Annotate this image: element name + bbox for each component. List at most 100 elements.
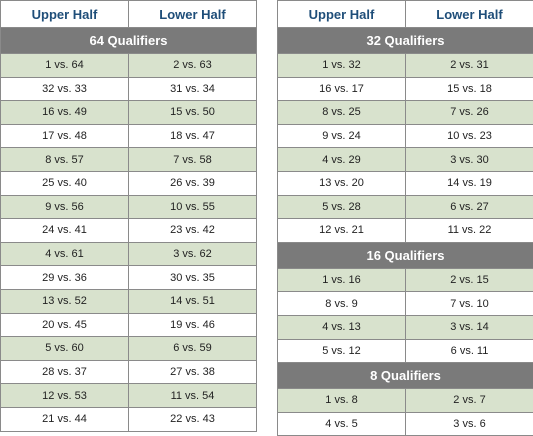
upper-half-header: Upper Half	[1, 1, 129, 28]
upper-half-matchup: 13 vs. 52	[1, 289, 129, 313]
upper-half-matchup: 9 vs. 56	[1, 195, 129, 219]
lower-half-matchup: 11 vs. 54	[129, 384, 257, 408]
lower-half-matchup: 26 vs. 39	[129, 171, 257, 195]
upper-half-matchup: 24 vs. 41	[1, 219, 129, 243]
section-header-row: 8 Qualifiers	[278, 363, 533, 389]
upper-half-matchup: 29 vs. 36	[1, 266, 129, 290]
lower-half-matchup: 14 vs. 51	[129, 289, 257, 313]
upper-half-matchup: 5 vs. 12	[278, 339, 406, 363]
lower-half-matchup: 31 vs. 34	[129, 77, 257, 101]
upper-half-matchup: 8 vs. 57	[1, 148, 129, 172]
upper-half-matchup: 4 vs. 29	[278, 148, 406, 172]
lower-half-matchup: 15 vs. 50	[129, 101, 257, 125]
upper-half-matchup: 32 vs. 33	[1, 77, 129, 101]
lower-half-header: Lower Half	[129, 1, 257, 28]
upper-half-matchup: 1 vs. 8	[278, 389, 406, 413]
upper-half-matchup: 5 vs. 28	[278, 195, 406, 219]
section-header-row: 16 Qualifiers	[278, 242, 533, 268]
section-title: 32 Qualifiers	[278, 28, 533, 54]
upper-half-matchup: 17 vs. 48	[1, 124, 129, 148]
lower-half-matchup: 7 vs. 58	[129, 148, 257, 172]
upper-half-matchup: 1 vs. 16	[278, 268, 406, 292]
upper-half-matchup: 4 vs. 61	[1, 242, 129, 266]
lower-half-matchup: 2 vs. 31	[406, 54, 533, 78]
lower-half-matchup: 3 vs. 30	[406, 148, 533, 172]
bracket-table-64: Upper Half Lower Half 64 Qualifiers 1 vs…	[0, 0, 257, 432]
lower-half-matchup: 3 vs. 14	[406, 315, 533, 339]
upper-half-matchup: 12 vs. 53	[1, 384, 129, 408]
lower-half-matchup: 22 vs. 43	[129, 407, 257, 431]
lower-half-matchup: 10 vs. 55	[129, 195, 257, 219]
lower-half-matchup: 7 vs. 26	[406, 101, 533, 125]
upper-half-matchup: 4 vs. 13	[278, 315, 406, 339]
lower-half-matchup: 10 vs. 23	[406, 124, 533, 148]
header-row: Upper Half Lower Half	[278, 1, 533, 28]
upper-half-matchup: 5 vs. 60	[1, 337, 129, 361]
header-row: Upper Half Lower Half	[1, 1, 257, 28]
section-header-row: 32 Qualifiers	[278, 28, 533, 54]
upper-half-matchup: 4 vs. 5	[278, 412, 406, 436]
upper-half-matchup: 1 vs. 64	[1, 54, 129, 78]
upper-half-matchup: 28 vs. 37	[1, 360, 129, 384]
lower-half-matchup: 27 vs. 38	[129, 360, 257, 384]
section-header-row: 64 Qualifiers	[1, 28, 257, 54]
lower-half-matchup: 11 vs. 22	[406, 219, 533, 243]
lower-half-matchup: 6 vs. 27	[406, 195, 533, 219]
lower-half-matchup: 2 vs. 7	[406, 389, 533, 413]
lower-half-matchup: 6 vs. 59	[129, 337, 257, 361]
upper-half-matchup: 9 vs. 24	[278, 124, 406, 148]
lower-half-matchup: 2 vs. 15	[406, 268, 533, 292]
lower-half-matchup: 2 vs. 63	[129, 54, 257, 78]
upper-half-matchup: 1 vs. 32	[278, 54, 406, 78]
lower-half-matchup: 15 vs. 18	[406, 77, 533, 101]
upper-half-matchup: 16 vs. 49	[1, 101, 129, 125]
lower-half-matchup: 7 vs. 10	[406, 292, 533, 316]
upper-half-matchup: 8 vs. 9	[278, 292, 406, 316]
lower-half-matchup: 3 vs. 62	[129, 242, 257, 266]
upper-half-matchup: 8 vs. 25	[278, 101, 406, 125]
upper-half-matchup: 16 vs. 17	[278, 77, 406, 101]
section-title: 16 Qualifiers	[278, 242, 533, 268]
lower-half-matchup: 3 vs. 6	[406, 412, 533, 436]
upper-half-matchup: 25 vs. 40	[1, 171, 129, 195]
upper-half-matchup: 13 vs. 20	[278, 171, 406, 195]
upper-half-matchup: 20 vs. 45	[1, 313, 129, 337]
lower-half-matchup: 23 vs. 42	[129, 219, 257, 243]
upper-half-header: Upper Half	[278, 1, 406, 28]
section-title: 8 Qualifiers	[278, 363, 533, 389]
lower-half-matchup: 6 vs. 11	[406, 339, 533, 363]
lower-half-matchup: 30 vs. 35	[129, 266, 257, 290]
upper-half-matchup: 12 vs. 21	[278, 219, 406, 243]
lower-half-matchup: 18 vs. 47	[129, 124, 257, 148]
upper-half-matchup: 21 vs. 44	[1, 407, 129, 431]
